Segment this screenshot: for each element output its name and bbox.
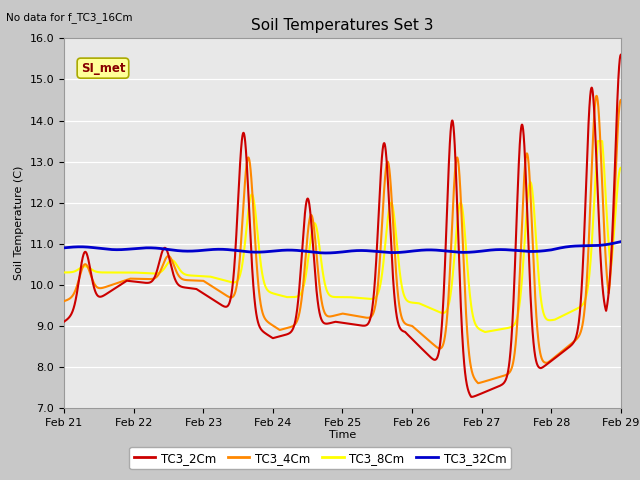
- Text: No data for f_TC3_16Cm: No data for f_TC3_16Cm: [6, 12, 133, 23]
- Title: Soil Temperatures Set 3: Soil Temperatures Set 3: [251, 18, 434, 33]
- Text: SI_met: SI_met: [81, 61, 125, 75]
- Legend: TC3_2Cm, TC3_4Cm, TC3_8Cm, TC3_32Cm: TC3_2Cm, TC3_4Cm, TC3_8Cm, TC3_32Cm: [129, 447, 511, 469]
- X-axis label: Time: Time: [329, 431, 356, 441]
- Y-axis label: Soil Temperature (C): Soil Temperature (C): [14, 166, 24, 280]
